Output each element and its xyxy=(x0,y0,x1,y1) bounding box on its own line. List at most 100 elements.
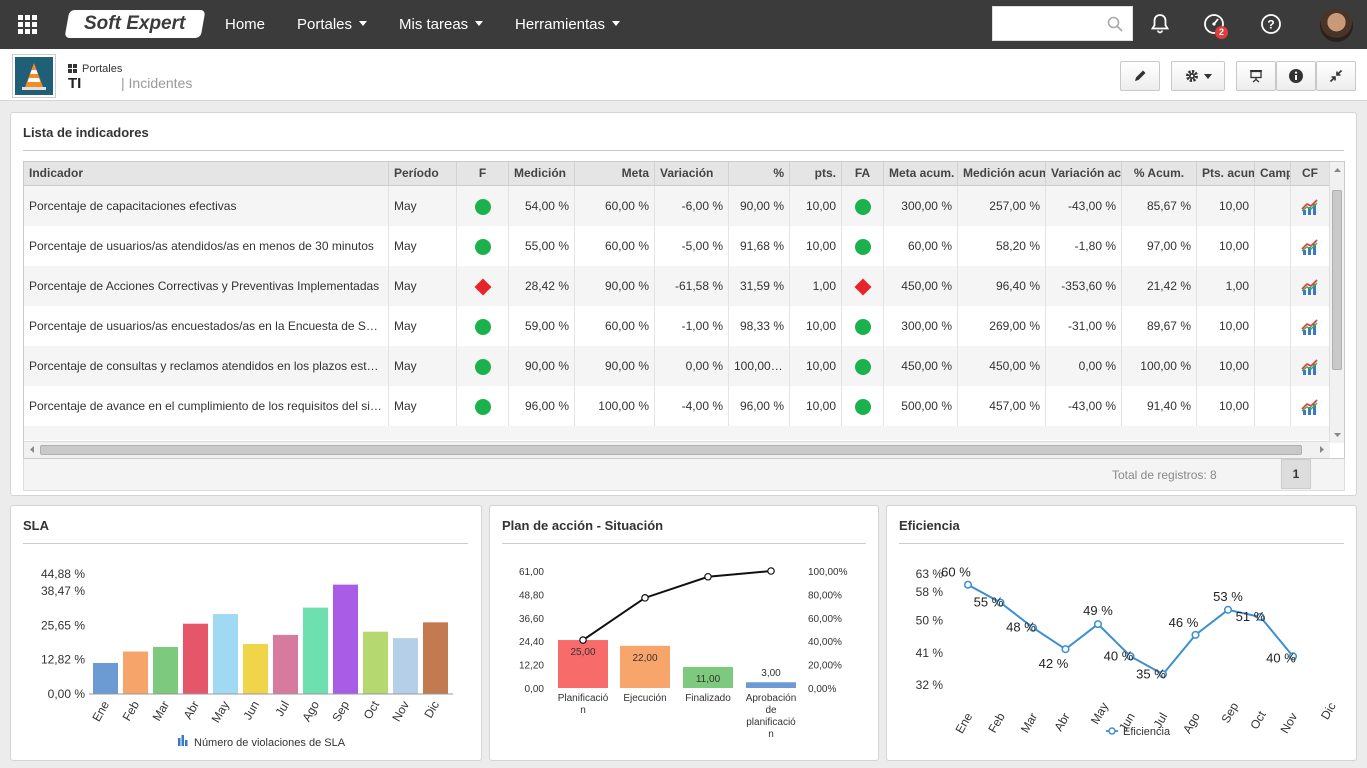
data-label: 40 % xyxy=(1266,650,1296,665)
column-header[interactable]: % Acum. xyxy=(1122,162,1197,186)
edit-button[interactable] xyxy=(1120,61,1160,91)
horizontal-scroll-thumb[interactable] xyxy=(40,445,1302,455)
search-input[interactable] xyxy=(992,6,1133,41)
info-button[interactable] xyxy=(1276,61,1316,91)
cell-medicion-acum: 58,20 % xyxy=(958,226,1046,266)
cell-pts-acum: 10,00 xyxy=(1197,306,1255,346)
collapse-button[interactable] xyxy=(1316,61,1356,91)
column-header[interactable]: F xyxy=(457,162,509,186)
gauge-icon[interactable] xyxy=(1202,12,1226,36)
indicator-name[interactable]: Porcentaje de usuarios/as encuestados/as… xyxy=(24,306,389,346)
x-tick-label: Mar xyxy=(150,699,172,724)
indicator-name[interactable]: Porcentaje de consultas y reclamos atend… xyxy=(24,346,389,386)
nav-herramientas[interactable]: Herramientas xyxy=(515,16,621,33)
status-green-dot-icon xyxy=(854,318,871,335)
bar xyxy=(620,645,670,688)
x-tick-label: May xyxy=(209,699,232,726)
svg-text:?: ? xyxy=(1267,18,1274,32)
apps-grid-icon[interactable] xyxy=(18,15,37,34)
data-label: 25,00 xyxy=(570,647,595,658)
column-header[interactable]: Pts. acum xyxy=(1197,162,1255,186)
presentation-button[interactable] xyxy=(1236,61,1276,91)
cell-periodo: May xyxy=(389,226,457,266)
nav-mis-tareas[interactable]: Mis tareas xyxy=(399,16,484,33)
prev-page-button[interactable] xyxy=(1250,459,1280,489)
cell-variacion-acum: -43,00 % xyxy=(1046,386,1122,426)
vertical-scroll-thumb[interactable] xyxy=(1332,190,1342,370)
y2-tick-label: 20,00% xyxy=(808,661,842,672)
legend-label: Número de violaciones de SLA xyxy=(194,737,346,749)
table-row[interactable]: Porcentaje de usuarios/as atendidos/as e… xyxy=(24,226,1330,266)
breadcrumb-parent[interactable]: Portales xyxy=(68,63,122,75)
table-row[interactable]: Porcentaje de capacitaciones efectivas Ma… xyxy=(24,186,1330,226)
indicator-name[interactable]: Porcentaje de avance en el cumplimiento … xyxy=(24,386,389,426)
nav-home[interactable]: Home xyxy=(225,16,266,33)
y2-tick-label: 100,00% xyxy=(808,567,848,578)
column-header[interactable]: Variación xyxy=(655,162,729,186)
column-header[interactable]: Meta xyxy=(575,162,655,186)
data-point xyxy=(1061,645,1070,654)
trend-chart-icon[interactable] xyxy=(1301,318,1319,336)
table-row[interactable]: Porcentaje de usuarios/as encuestados/as… xyxy=(24,306,1330,346)
trend-chart-icon[interactable] xyxy=(1301,198,1319,216)
notification-badge: 2 xyxy=(1215,26,1228,39)
table-row[interactable]: Porcentaje de Acciones Correctivas y Pre… xyxy=(24,266,1330,306)
table-row[interactable] xyxy=(24,426,1330,440)
softexpert-logo[interactable]: Soft Expert xyxy=(64,10,206,38)
y-tick-label: 38,47 % xyxy=(41,584,85,598)
trend-chart-icon[interactable] xyxy=(1301,278,1319,296)
indicator-name[interactable]: Porcentaje de capacitaciones efectivas xyxy=(24,186,389,226)
cell-pts: 10,00 xyxy=(790,186,842,226)
user-avatar[interactable] xyxy=(1320,9,1353,42)
column-header[interactable]: % xyxy=(729,162,790,186)
help-icon[interactable]: ? xyxy=(1259,12,1283,36)
cell-camp xyxy=(1255,346,1291,386)
scroll-right-icon[interactable] xyxy=(1316,443,1328,456)
vertical-scrollbar[interactable] xyxy=(1329,162,1344,443)
data-label: 55 % xyxy=(974,595,1004,610)
column-header[interactable]: Período xyxy=(389,162,457,186)
column-header[interactable]: Medición acum xyxy=(958,162,1046,186)
page-number[interactable]: 1 xyxy=(1281,459,1311,489)
x-tick-label: Nov xyxy=(389,699,412,724)
horizontal-scrollbar[interactable] xyxy=(24,441,1330,458)
scroll-left-icon[interactable] xyxy=(26,443,38,456)
column-header[interactable]: CF xyxy=(1291,162,1330,186)
indicator-name[interactable]: Porcentaje de Acciones Correctivas y Pre… xyxy=(24,266,389,306)
chevron-down-icon xyxy=(359,21,368,26)
next-page-button[interactable] xyxy=(1312,459,1342,489)
scroll-up-icon[interactable] xyxy=(1331,164,1344,176)
column-header[interactable]: Meta acum. xyxy=(884,162,958,186)
settings-button[interactable] xyxy=(1171,61,1225,91)
column-header[interactable]: FA xyxy=(842,162,884,186)
column-header[interactable]: Variación ac xyxy=(1046,162,1122,186)
data-label: 49 % xyxy=(1083,603,1113,618)
bar xyxy=(393,638,418,694)
column-header[interactable]: pts. xyxy=(790,162,842,186)
cell-pct-acum: 100,00 % xyxy=(1122,346,1197,386)
indicators-panel: Lista de indicadores Indicador Período F Me… xyxy=(10,112,1357,496)
table-row[interactable]: Porcentaje de consultas y reclamos atend… xyxy=(24,346,1330,386)
table-row[interactable]: Porcentaje de avance en el cumplimiento … xyxy=(24,386,1330,426)
column-header[interactable]: Indicador xyxy=(24,162,389,186)
search-icon[interactable] xyxy=(1107,16,1123,32)
column-header[interactable]: Camp xyxy=(1255,162,1291,186)
bell-icon[interactable] xyxy=(1148,12,1172,36)
nav-portales[interactable]: Portales xyxy=(297,16,368,33)
data-point xyxy=(1288,652,1298,661)
status-green-dot-icon xyxy=(854,198,871,215)
y-tick-label: 50 % xyxy=(916,614,944,628)
page-title: TI xyxy=(68,75,82,92)
column-header[interactable]: Medición xyxy=(509,162,575,186)
trend-chart-icon[interactable] xyxy=(1301,398,1319,416)
trend-chart-icon[interactable] xyxy=(1301,238,1319,256)
table-footer: Total de registros: 8 1 xyxy=(23,459,1345,491)
cell-pct: 96,00 % xyxy=(729,386,790,426)
cell-medicion-acum: 269,00 % xyxy=(958,306,1046,346)
indicator-name[interactable]: Porcentaje de usuarios/as atendidos/as e… xyxy=(24,226,389,266)
cell-variacion-acum: -43,00 % xyxy=(1046,186,1122,226)
trend-chart-icon[interactable] xyxy=(1301,358,1319,376)
cumulative-point xyxy=(767,567,775,575)
info-icon xyxy=(1289,69,1303,83)
scroll-down-icon[interactable] xyxy=(1331,429,1344,441)
